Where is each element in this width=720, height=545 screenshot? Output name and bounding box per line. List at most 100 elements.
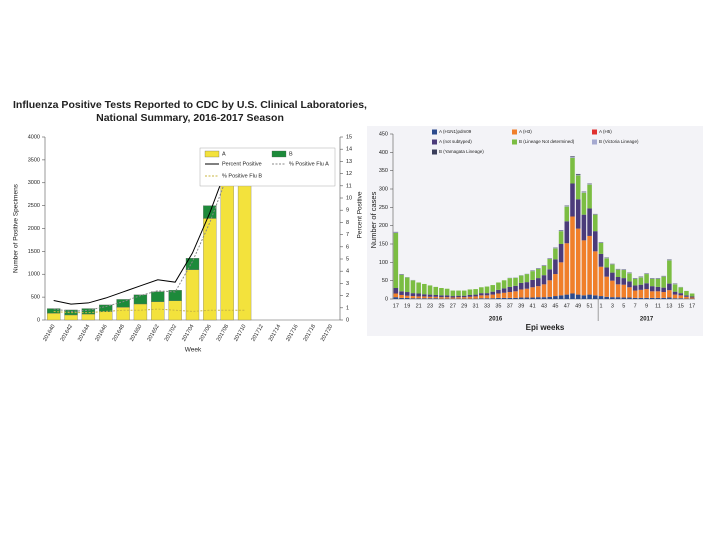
bar-segment [582,215,587,241]
bar-segment [616,284,621,297]
bar-segment [547,259,552,269]
bar-segment [462,297,467,298]
bar-segment [394,232,399,233]
bar-segment [627,281,632,287]
bar-segment [134,304,147,320]
bar-segment [593,231,598,251]
y2-tick-label: 15 [346,134,352,140]
bar-segment [221,174,234,320]
bar-segment [593,215,598,232]
x-axis-label: Week [185,347,202,354]
y-axis-label: Number of cases [369,191,378,248]
bar-segment [411,296,416,298]
bar-segment [684,297,689,299]
bar-segment [513,298,518,299]
bar-segment [416,296,421,298]
bar-segment [673,298,678,299]
bar-segment [490,285,495,292]
bar-segment [433,287,438,295]
x-tick-label: 21 [416,303,422,309]
bar-segment [570,156,575,157]
x-tick-label: 51 [587,303,593,309]
bar-segment [496,283,501,290]
bar-segment [576,199,581,228]
bar-segment [656,279,661,287]
bar-segment [422,298,427,299]
bar-segment [422,296,427,298]
bar-segment [405,292,410,296]
bar-segment [530,280,535,287]
bar-segment [530,298,535,299]
bar-segment [530,287,535,297]
bar-segment [587,236,592,295]
bar-segment [468,289,473,295]
chart-title: National Summary, 2016-2017 Season [96,112,284,124]
x-tick-label: 41 [530,303,536,309]
bar-segment [587,208,592,236]
bar-segment [667,261,672,284]
bar-segment [656,298,661,299]
legend-swatch [432,150,437,155]
y2-tick-label: 9 [346,208,349,214]
y2-tick-label: 8 [346,220,349,226]
y2-tick-label: 12 [346,171,352,177]
x-tick-label: 25 [438,303,444,309]
bar-segment [633,291,638,298]
bar-segment [559,244,564,262]
bar-segment [468,297,473,299]
x-tick-label: 27 [450,303,456,309]
bar-segment [433,297,438,298]
y-tick-label: 2500 [28,203,40,209]
legend-label: A (H5) [599,129,612,134]
bar-segment [627,287,632,297]
bar-segment [644,283,649,289]
legend-label: B (Lineage Not determined) [519,139,575,144]
bar-segment [411,280,416,293]
bar-segment [416,298,421,299]
x-tick-label: 37 [507,303,513,309]
bar-segment [394,233,399,288]
legend-label: % Positive Flu A [289,161,329,167]
x-tick-label: 39 [518,303,524,309]
bar-segment [553,274,558,296]
bar-segment [479,293,484,295]
bar-segment [678,293,683,295]
bar-segment [451,298,456,299]
bar-segment [593,251,598,295]
bar-segment [525,274,530,282]
x-tick-label: 31 [473,303,479,309]
y-tick-label: 250 [379,205,388,211]
bar-segment [394,288,399,294]
bar-segment [650,291,655,298]
bar-segment [134,295,147,304]
bar-segment [604,297,609,299]
bar-segment [485,295,490,298]
bar-segment [559,230,564,231]
x-tick-label: 17 [689,303,695,309]
bar-segment [439,288,444,295]
bar-segment [565,207,570,222]
bar-segment [656,291,661,298]
bar-segment [439,295,444,297]
legend-label: A (H1N1)pdm09 [439,129,472,134]
bar-segment [502,293,507,298]
legend-swatch [205,151,219,157]
bar-segment [644,289,649,298]
bar-segment [547,269,552,280]
bar-segment [428,285,433,294]
y2-tick-label: 7 [346,232,349,238]
bar-segment [485,293,490,295]
legend-label: A (not subtyped) [439,139,472,144]
bar-segment [411,293,416,296]
bar-segment [433,295,438,297]
bar-segment [667,284,672,291]
bar-segment [599,267,604,296]
bar-segment [456,296,461,297]
x-tick-label: 15 [678,303,684,309]
y-axis-label: Number of Positive Specimens [13,183,20,273]
bar-segment [445,297,450,298]
x-tick-label: 17 [393,303,399,309]
bar-segment [422,284,427,294]
bar-segment [639,285,644,290]
